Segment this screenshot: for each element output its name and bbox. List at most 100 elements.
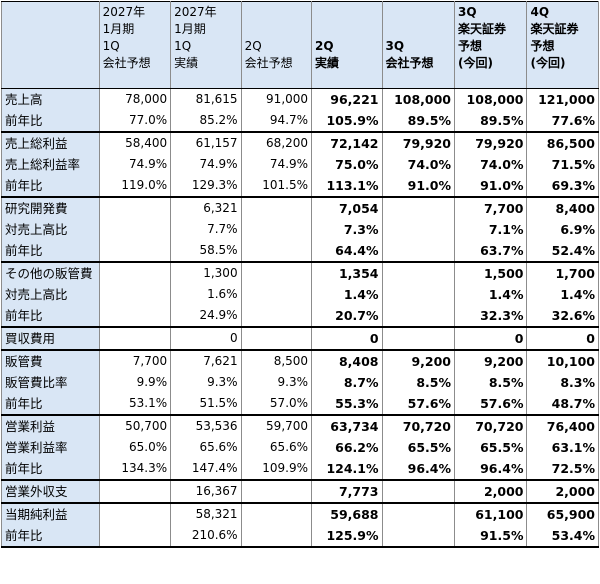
table-cell: 79,920: [453, 131, 528, 154]
header-line: 予想: [530, 39, 555, 53]
table-cell: 7,700: [98, 349, 172, 372]
table-cell: 119.0%: [98, 175, 172, 197]
header-line: 楽天証券: [530, 22, 579, 36]
row-label: 販管費: [1, 349, 100, 372]
table-row: 当期純利益 58,321 59,688 61,100 65,900: [1, 502, 599, 525]
table-cell: 8.3%: [526, 372, 599, 393]
table-row: 営業利益率 65.0% 65.6% 65.6% 66.2% 65.5% 65.5% 63.1%: [1, 437, 599, 458]
table-cell: [98, 502, 172, 525]
table-cell: 85.2%: [170, 110, 242, 132]
row-label: 研究開発費: [1, 196, 100, 219]
table-cell: [381, 240, 456, 262]
table-cell: 7.7%: [170, 219, 242, 240]
header-line: [386, 4, 451, 21]
table-row: 前年比 134.3% 147.4% 109.9% 124.1% 96.4% 96.4% 72.…: [1, 458, 599, 480]
table-cell: [381, 326, 456, 350]
table-row: 販管費 7,700 7,621 8,500 8,408 9,200 9,200 10,100: [1, 349, 599, 372]
table-cell: [98, 326, 172, 350]
row-label: 前年比: [1, 525, 100, 548]
row-label: 前年比: [1, 458, 100, 480]
row-label: 売上総利益率: [1, 154, 100, 175]
table-cell: 2,000: [453, 479, 528, 503]
table-cell: 76,400: [526, 414, 599, 437]
table-cell: [98, 305, 172, 327]
table-cell: [240, 525, 313, 548]
header-line: 会社予想: [102, 56, 151, 70]
table-cell: 48.7%: [526, 393, 599, 415]
column-header-1: 2027年 1月期 1Q 会社予想: [98, 1, 172, 89]
header-stub: [1, 1, 100, 89]
table-cell: 89.5%: [381, 110, 456, 132]
table-cell: 65.5%: [381, 437, 456, 458]
table-cell: 7.1%: [453, 219, 528, 240]
row-label: 営業利益: [1, 414, 100, 437]
table-cell: 8,400: [526, 196, 599, 219]
table-cell: 64.4%: [311, 240, 383, 262]
row-label: 販管費比率: [1, 372, 100, 393]
row-label: その他の販管費: [1, 261, 100, 284]
table-cell: 53,536: [170, 414, 242, 437]
column-header-4: 2Q 実績: [311, 1, 383, 89]
table-cell: 125.9%: [311, 525, 383, 548]
table-row: 売上総利益率 74.9% 74.9% 74.9% 75.0% 74.0% 74.0% 71.5…: [1, 154, 599, 175]
table-cell: [98, 219, 172, 240]
header-row: 2027年 1月期 1Q 会社予想 2027年 1月期 1Q 実績 2Q 会社予想 2Q 実績 3…: [1, 1, 599, 89]
header-line: 3Q: [458, 5, 477, 19]
table-cell: 65.6%: [240, 437, 313, 458]
table-cell: 70,720: [381, 414, 456, 437]
header-line: [315, 21, 378, 38]
table-cell: 72.5%: [526, 458, 599, 480]
table-cell: 59,700: [240, 414, 313, 437]
table-cell: [381, 502, 456, 525]
table-cell: 74.9%: [98, 154, 172, 175]
table-cell: 1.4%: [453, 284, 528, 305]
table-cell: 1.6%: [170, 284, 242, 305]
table-cell: [381, 479, 456, 503]
table-cell: 105.9%: [311, 110, 383, 132]
table-cell: 61,100: [453, 502, 528, 525]
table-cell: 134.3%: [98, 458, 172, 480]
table-cell: [240, 284, 313, 305]
table-row: 買収費用 0 0 0 0: [1, 326, 599, 350]
table-row: 営業利益 50,700 53,536 59,700 63,734 70,720 70,720…: [1, 414, 599, 437]
row-label: 前年比: [1, 240, 100, 262]
row-label: 前年比: [1, 393, 100, 415]
table-cell: 65.0%: [98, 437, 172, 458]
row-label: 対売上高比: [1, 284, 100, 305]
header-line: 1月期: [174, 22, 206, 36]
table-row: 研究開発費 6,321 7,054 7,700 8,400: [1, 196, 599, 219]
table-cell: [381, 305, 456, 327]
table-cell: 2,000: [526, 479, 599, 503]
table-cell: 78,000: [98, 88, 172, 110]
table-cell: 101.5%: [240, 175, 313, 197]
table-cell: 9,200: [453, 349, 528, 372]
table-cell: 6.9%: [526, 219, 599, 240]
table-cell: 55.3%: [311, 393, 383, 415]
table-cell: [240, 196, 313, 219]
table-cell: 1.4%: [526, 284, 599, 305]
header-line: 会社予想: [244, 56, 293, 70]
header-line: 4Q: [530, 5, 550, 19]
table-cell: 63.7%: [453, 240, 528, 262]
table-cell: 0: [453, 326, 528, 350]
table-cell: [240, 502, 313, 525]
table-cell: [98, 261, 172, 284]
header-line: 会社予想: [385, 56, 434, 70]
table-cell: [240, 305, 313, 327]
column-header-6: 3Q 楽天証券 予想 (今回): [453, 1, 528, 89]
header-line: 1Q: [102, 39, 120, 53]
table-cell: 86,500: [526, 131, 599, 154]
table-cell: 6,321: [170, 196, 242, 219]
table-cell: 57.0%: [240, 393, 313, 415]
table-cell: 69.3%: [526, 175, 599, 197]
table-cell: 32.3%: [453, 305, 528, 327]
table-cell: 81,615: [170, 88, 242, 110]
table-cell: 94.7%: [240, 110, 313, 132]
table-cell: 58,321: [170, 502, 242, 525]
table-cell: 8,408: [311, 349, 383, 372]
table-row: 前年比 58.5% 64.4% 63.7% 52.4%: [1, 240, 599, 262]
table-cell: 91,000: [240, 88, 313, 110]
header-line: 2027年: [102, 5, 146, 19]
row-label: 当期純利益: [1, 502, 100, 525]
table-cell: 210.6%: [170, 525, 242, 548]
